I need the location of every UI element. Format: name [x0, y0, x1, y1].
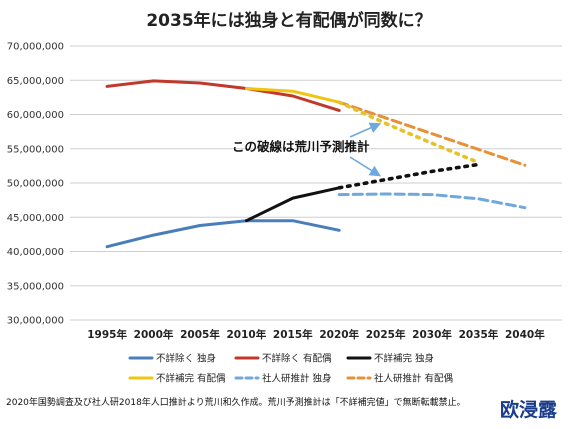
y-tick-label: 40,000,000 — [7, 247, 64, 258]
series-line-7 — [337, 100, 481, 165]
y-tick-label: 55,000,000 — [7, 144, 64, 155]
x-tick-label: 2040年 — [505, 328, 545, 341]
grid-lines — [70, 45, 562, 321]
y-tick-label: 35,000,000 — [7, 281, 64, 292]
y-tick-label: 30,000,000 — [7, 316, 64, 327]
x-tick-label: 2005年 — [180, 328, 220, 341]
series-line-0 — [105, 219, 341, 249]
series-lines — [105, 79, 527, 249]
x-tick-label: 2035年 — [459, 328, 499, 341]
x-tick-label: 1995年 — [87, 328, 127, 341]
series-line-3 — [244, 87, 341, 104]
x-axis-ticks: 1995年 2000年 2005年 2010年 2015年 2020年 2025年 2030年… — [87, 328, 545, 341]
legend-label: 不詳補完 独身 — [374, 353, 434, 365]
source-note: 2020年国勢調査及び社人研2018年人口推計より荒川和久作成。荒川予測推計は「… — [6, 398, 466, 408]
watermark-logo: 欧浸露 — [500, 399, 558, 421]
annotation-arrow — [349, 122, 382, 138]
y-tick-label: 50,000,000 — [7, 179, 64, 190]
x-tick-label: 2015年 — [273, 328, 313, 341]
annotation-text: この破線は荒川予測推計 — [232, 139, 370, 154]
x-tick-label: 2030年 — [412, 328, 452, 341]
legend-label: 社人研推計 有配偶 — [374, 373, 453, 385]
annotation: この破線は荒川予測推計 — [232, 122, 382, 177]
y-axis-ticks: 30,000,000 35,000,000 40,000,000 45,000,000… — [7, 42, 64, 327]
series-line-1 — [105, 79, 341, 112]
x-tick-label: 2025年 — [366, 328, 406, 341]
x-tick-label: 2020年 — [319, 328, 359, 341]
series-line-6 — [337, 162, 481, 190]
x-tick-label: 2010年 — [227, 328, 267, 341]
y-tick-label: 45,000,000 — [7, 213, 64, 224]
series-line-5 — [337, 100, 527, 167]
annotation-arrow — [349, 156, 381, 177]
y-tick-label: 65,000,000 — [7, 76, 64, 87]
chart-title: 2035年には独身と有配偶が同数に？ — [146, 11, 432, 31]
series-line-4 — [337, 192, 527, 210]
legend-label: 不詳除く 独身 — [156, 353, 216, 365]
legend-label: 不詳補完 有配偶 — [156, 373, 226, 385]
x-tick-label: 2000年 — [134, 328, 174, 341]
series-line-2 — [244, 186, 341, 223]
y-tick-label: 70,000,000 — [7, 42, 64, 53]
legend-label: 不詳除く 有配偶 — [262, 353, 332, 365]
legend-label: 社人研推計 独身 — [262, 373, 332, 385]
y-tick-label: 60,000,000 — [7, 110, 64, 121]
